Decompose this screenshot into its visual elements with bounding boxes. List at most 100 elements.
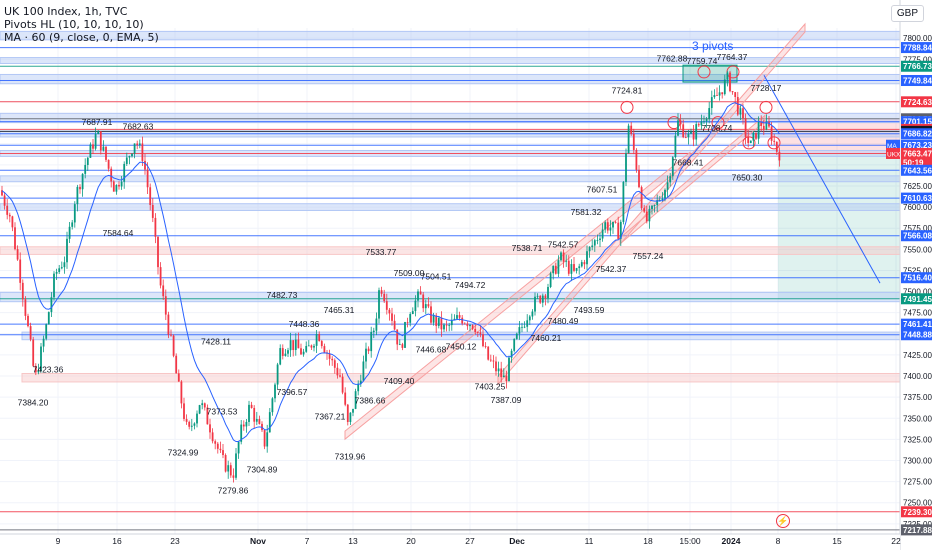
candle-body: [515, 333, 518, 339]
pivot-label: 7607.51: [587, 185, 618, 195]
candle-body: [770, 126, 773, 141]
sr-zone: [0, 57, 901, 64]
candle-body: [50, 297, 53, 313]
y-tick-label: 7475.00: [903, 309, 932, 318]
pivot-label: 7581.32: [571, 207, 602, 217]
pivot-label: 7759.74: [687, 56, 718, 66]
x-tick-label: 22: [891, 536, 901, 546]
price-label: 7673.23: [903, 141, 932, 150]
candle-body: [131, 153, 133, 157]
candle-body: [162, 285, 165, 297]
horizontal-lines-layer: [0, 47, 900, 531]
currency-badge[interactable]: GBP: [890, 5, 924, 22]
x-tick-label: 9: [56, 536, 61, 546]
candle-body: [266, 432, 269, 447]
candle-body: [396, 329, 399, 345]
candle-body: [287, 350, 289, 354]
price-label: 7610.63: [903, 194, 932, 203]
ma-indicator-label[interactable]: MA · 60 (9, close, 0, EMA, 5): [4, 31, 159, 44]
candle-body: [97, 131, 100, 135]
price-label: 7724.63: [903, 98, 932, 107]
pivot-label: 7465.31: [324, 305, 355, 315]
candle-body: [544, 295, 547, 299]
price-label: 7491.45: [903, 295, 932, 304]
candle-body: [367, 348, 370, 352]
candle-body: [570, 264, 573, 274]
price-label-bg: [901, 96, 932, 108]
candle-body: [310, 345, 313, 348]
pivot-label: 7373.53: [207, 406, 238, 416]
sr-zone: [21, 372, 901, 383]
pivot-circle: [697, 65, 711, 79]
candle-body: [710, 97, 713, 109]
x-tick-label: 13: [348, 536, 358, 546]
candle-body: [752, 132, 755, 141]
candle-body: [383, 293, 386, 302]
candle-body: [726, 72, 729, 80]
candle-body: [541, 295, 544, 303]
candle-body: [599, 238, 601, 240]
candle-body: [375, 318, 378, 331]
pivot-label: 7538.71: [512, 243, 543, 253]
candle-body: [474, 328, 477, 333]
candle-body: [606, 222, 609, 231]
candle-body: [554, 265, 557, 274]
price-label-bg: [901, 272, 932, 284]
candle-body: [125, 157, 128, 164]
candle-body: [164, 296, 167, 315]
candle-body: [245, 421, 248, 427]
y-tick-label: 7550.00: [903, 245, 932, 254]
pivot-label: 7724.81: [612, 86, 643, 96]
x-tick-label: 16: [112, 536, 122, 546]
candle-body: [313, 345, 315, 348]
time-axis-bg: [0, 534, 900, 550]
candle-body: [495, 361, 497, 372]
pivot-label: 7764.37: [717, 52, 748, 62]
candle-body: [742, 108, 744, 119]
candle-body: [99, 131, 102, 151]
candle-body: [300, 348, 302, 355]
candle-body: [359, 380, 362, 384]
candle-body: [619, 221, 622, 239]
candle-body: [237, 441, 240, 454]
candle-body: [34, 365, 37, 373]
candle-body: [734, 92, 737, 97]
candle-body: [422, 294, 425, 309]
pivot-label: 7403.25: [475, 381, 506, 391]
candle-body: [664, 189, 666, 199]
candle-body: [172, 335, 175, 356]
y-tick-label: 7425.00: [903, 351, 932, 360]
candle-body: [458, 315, 461, 318]
candle-body: [536, 295, 539, 297]
x-tick-label: 18: [643, 536, 653, 546]
candle-body: [578, 266, 581, 269]
candle-body: [154, 217, 157, 237]
candle-body: [29, 326, 32, 340]
candle-body: [427, 304, 430, 307]
price-label-bg: [901, 147, 932, 159]
pivots-indicator-label[interactable]: Pivots HL (10, 10, 10, 10): [4, 18, 144, 31]
candle-body: [138, 143, 141, 146]
projection-line: [763, 75, 881, 284]
pivot-label: 7386.66: [355, 395, 386, 405]
candle-body: [679, 120, 682, 125]
pivot-label: 7482.73: [267, 290, 298, 300]
pivot-circle: [711, 116, 725, 130]
bolt-icon[interactable]: ⚡: [776, 514, 790, 528]
candle-body: [653, 205, 656, 206]
y-tick-label: 7250.00: [903, 499, 932, 508]
candle-body: [3, 195, 6, 206]
candle-body: [232, 475, 235, 478]
y-tick-label: 7225.00: [903, 520, 932, 529]
x-tick-label: 8: [776, 536, 781, 546]
price-label-bg: [901, 293, 932, 305]
price-label: 7461.41: [903, 320, 932, 329]
candle-body: [729, 72, 731, 92]
pivot-circle: [759, 100, 773, 114]
candle-body: [671, 157, 674, 177]
price-label-bg: [901, 128, 932, 140]
candle-body: [684, 137, 687, 138]
candle-body: [749, 140, 752, 143]
candle-body: [318, 334, 321, 342]
